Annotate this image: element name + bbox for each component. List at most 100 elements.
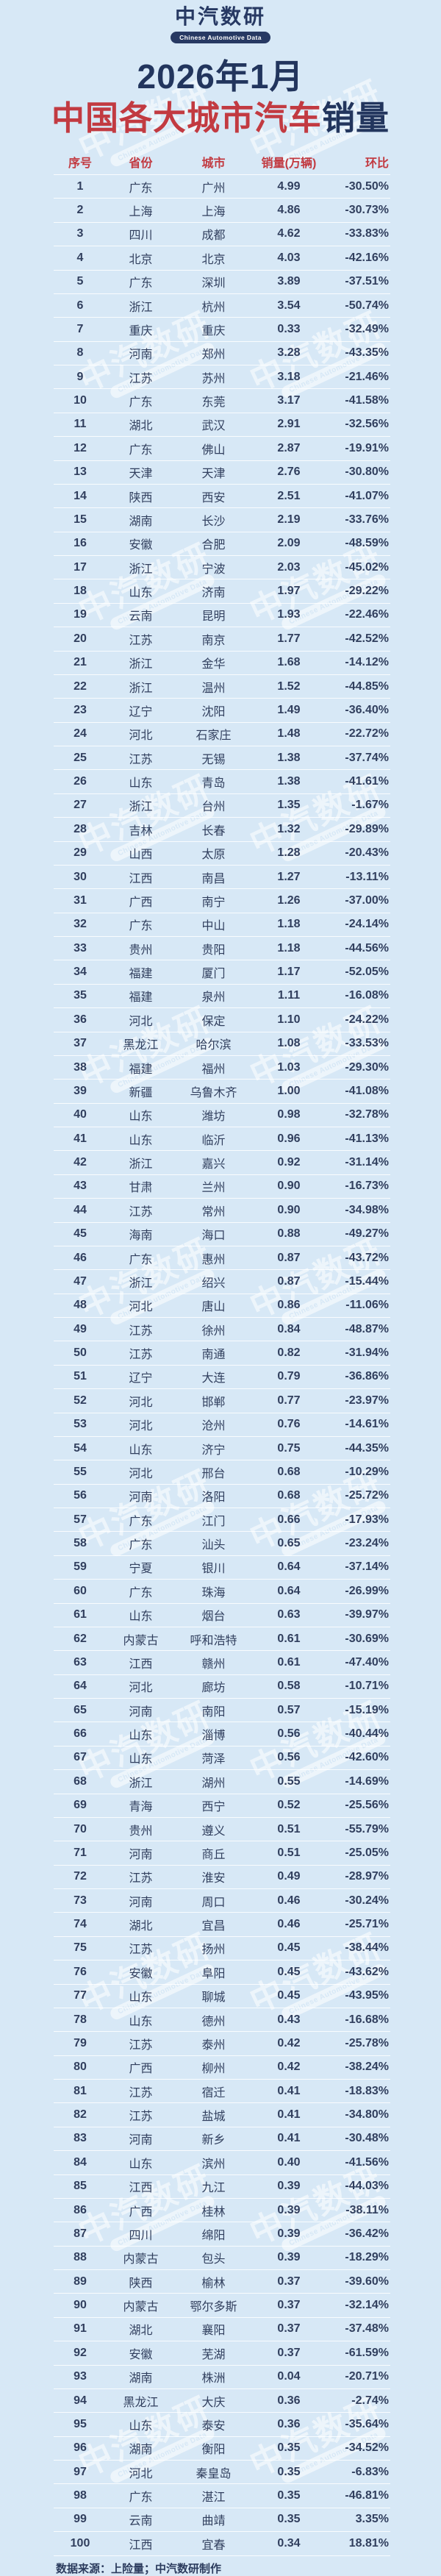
cell-sales: 0.98 <box>277 1108 301 1121</box>
cell-province: 陕西 <box>129 2277 153 2290</box>
cell-mom: -21.46% <box>345 370 389 383</box>
cell-rank: 9 <box>76 370 84 383</box>
cell-city: 广州 <box>201 182 226 195</box>
cell-sales: 0.37 <box>277 2299 301 2312</box>
cell-province: 广西 <box>129 2205 153 2219</box>
cell-sales: 0.56 <box>277 1727 301 1741</box>
table-row: 39 新疆 乌鲁木齐 1.00 -41.08% <box>54 1080 390 1104</box>
cell-city: 西安 <box>201 491 226 504</box>
cell-sales: 1.28 <box>277 846 301 860</box>
cell-mom: -16.08% <box>345 989 389 1002</box>
cell-rank: 98 <box>74 2489 87 2502</box>
cell-city: 邢台 <box>201 1467 226 1480</box>
cell-mom: -42.60% <box>345 1751 389 1764</box>
cell-sales: 2.03 <box>277 560 301 574</box>
cell-mom: -37.48% <box>345 2322 389 2336</box>
cell-mom: -43.35% <box>345 346 389 360</box>
cell-city: 济宁 <box>201 1444 226 1457</box>
cell-mom: -30.73% <box>345 204 389 217</box>
cell-mom: -16.73% <box>345 1180 389 1193</box>
table-row: 34 福建 厦门 1.17 -52.05% <box>54 960 390 985</box>
cell-rank: 38 <box>74 1060 87 1074</box>
city-sales-table: 序号 省份 城市 销量(万辆) 环比 1 广东 广州 4.99 -30.50% 2 上海 上海… <box>54 149 390 2556</box>
cell-city: 阜阳 <box>201 1967 226 1980</box>
cell-city: 德州 <box>201 2015 226 2028</box>
cell-rank: 44 <box>74 1203 87 1216</box>
table-row: 1 广东 广州 4.99 -30.50% <box>54 175 390 199</box>
cell-city: 宁波 <box>201 563 226 576</box>
cell-city: 江门 <box>201 1515 226 1528</box>
cell-rank: 94 <box>74 2394 87 2407</box>
cell-mom: -40.44% <box>345 1727 389 1741</box>
table-row: 24 河北 石家庄 1.48 -22.72% <box>54 723 390 746</box>
cell-province: 河北 <box>129 729 153 743</box>
cell-mom: -48.87% <box>345 1322 389 1335</box>
cell-sales: 3.54 <box>277 299 301 312</box>
cell-rank: 60 <box>74 1584 87 1597</box>
cell-province: 黑龙江 <box>123 2396 159 2409</box>
cell-sales: 0.34 <box>277 2536 301 2550</box>
cell-sales: 0.55 <box>277 1774 301 1788</box>
table-row: 45 海南 海口 0.88 -49.27% <box>54 1223 390 1246</box>
cell-city: 潍坊 <box>201 1110 226 1124</box>
cell-mom: -18.29% <box>345 2251 389 2264</box>
table-row: 55 河北 邢台 0.68 -10.29% <box>54 1460 390 1485</box>
table-row: 3 四川 成都 4.62 -33.83% <box>54 223 390 247</box>
cell-sales: 1.00 <box>277 1084 301 1097</box>
cell-mom: -38.11% <box>345 2203 389 2216</box>
cell-sales: 2.91 <box>277 418 301 431</box>
cell-mom: -37.00% <box>345 893 389 907</box>
table-row: 7 重庆 重庆 0.33 -32.49% <box>54 318 390 342</box>
table-row: 65 河南 南阳 0.57 -15.19% <box>54 1699 390 1723</box>
table-row: 8 河南 郑州 3.28 -43.35% <box>54 342 390 365</box>
cell-city: 唐山 <box>201 1301 226 1314</box>
cell-mom: -61.59% <box>345 2346 389 2359</box>
cell-rank: 89 <box>74 2274 87 2288</box>
table-row: 20 江苏 南京 1.77 -42.52% <box>54 627 390 652</box>
cell-city: 青岛 <box>201 777 226 791</box>
cell-mom: -55.79% <box>345 1822 389 1835</box>
cell-mom: -19.91% <box>345 441 389 454</box>
cell-sales: 0.37 <box>277 2346 301 2359</box>
cell-province: 广西 <box>129 2063 153 2076</box>
cell-city: 芜湖 <box>201 2348 226 2361</box>
cell-rank: 35 <box>74 989 87 1002</box>
table-row: 71 河南 商丘 0.51 -25.05% <box>54 1841 390 1866</box>
cell-rank: 64 <box>74 1680 87 1693</box>
cell-city: 西宁 <box>201 1801 226 1814</box>
cell-mom: -34.98% <box>345 1203 389 1216</box>
cell-province: 山东 <box>129 1444 153 1457</box>
brand-subtitle-wrap: Chinese Automotive Data <box>0 31 441 44</box>
cell-city: 南阳 <box>201 1705 226 1719</box>
table-row: 79 江苏 泰州 0.42 -25.78% <box>54 2032 390 2056</box>
table-row: 75 江苏 扬州 0.45 -38.44% <box>54 1937 390 1961</box>
table-row: 68 浙江 湖州 0.55 -14.69% <box>54 1770 390 1794</box>
cell-rank: 62 <box>74 1632 87 1645</box>
cell-province: 广东 <box>129 182 153 195</box>
table-row: 23 辽宁 沈阳 1.49 -36.40% <box>54 699 390 723</box>
table-row: 64 河北 廊坊 0.58 -10.71% <box>54 1675 390 1699</box>
cell-sales: 0.68 <box>277 1465 301 1478</box>
table-row: 86 广西 桂林 0.39 -38.11% <box>54 2199 390 2223</box>
report-main-title: 中国各大城市汽车销量 <box>0 100 441 137</box>
cell-city: 长春 <box>201 824 226 838</box>
cell-city: 桂林 <box>201 2205 226 2219</box>
cell-rank: 41 <box>74 1132 87 1145</box>
table-row: 49 江苏 徐州 0.84 -48.87% <box>54 1318 390 1342</box>
cell-province: 江苏 <box>129 1205 153 1219</box>
cell-city: 洛阳 <box>201 1491 226 1505</box>
cell-rank: 57 <box>74 1513 87 1526</box>
cell-sales: 1.35 <box>277 799 301 812</box>
cell-province: 湖南 <box>129 515 153 528</box>
cell-sales: 0.41 <box>277 2132 301 2145</box>
cell-city: 长沙 <box>201 515 226 528</box>
cell-mom: -22.46% <box>345 608 389 621</box>
table-row: 32 广东 中山 1.18 -24.14% <box>54 913 390 937</box>
cell-rank: 99 <box>74 2513 87 2526</box>
cell-province: 安徽 <box>129 539 153 552</box>
table-row: 22 浙江 温州 1.52 -44.85% <box>54 675 390 699</box>
cell-city: 滨州 <box>201 2158 226 2171</box>
cell-mom: -2.74% <box>351 2394 389 2407</box>
table-row: 11 湖北 武汉 2.91 -32.56% <box>54 413 390 438</box>
